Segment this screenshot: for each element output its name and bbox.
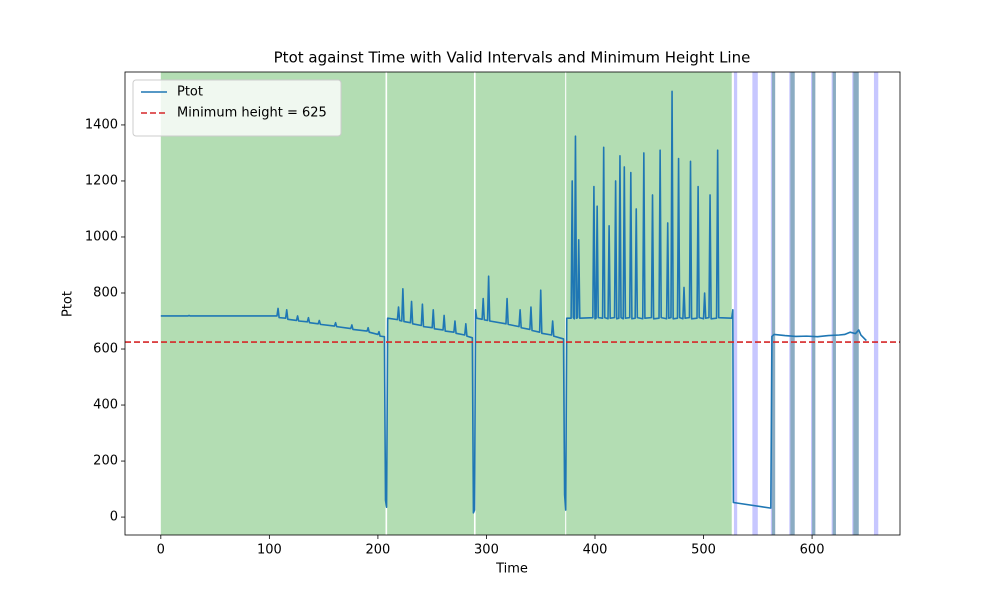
interval-span — [752, 72, 758, 535]
interval-span — [790, 72, 795, 535]
x-tick-label: 400 — [583, 543, 608, 558]
legend-box — [132, 79, 342, 137]
plot-area — [125, 72, 900, 535]
y-tick-label: 600 — [93, 342, 118, 357]
y-tick-label: 400 — [93, 398, 118, 413]
y-axis-label: Ptot — [61, 291, 76, 317]
x-tick-label: 200 — [365, 543, 390, 558]
interval-span — [387, 72, 474, 535]
x-tick-label: 300 — [474, 543, 499, 558]
x-axis-label: Time — [495, 562, 528, 577]
interval-span — [853, 72, 859, 535]
legend-label: Minimum height = 625 — [177, 106, 327, 121]
x-tick-label: 100 — [257, 543, 282, 558]
data-line — [160, 90, 867, 514]
interval-span — [812, 72, 816, 535]
interval-span — [770, 72, 776, 535]
y-tick-label: 1200 — [85, 173, 118, 188]
interval-span — [852, 72, 859, 535]
interval-span — [789, 72, 795, 535]
y-tick-label: 200 — [93, 454, 118, 469]
interval-span — [566, 72, 732, 535]
x-tick-label: 500 — [691, 543, 716, 558]
legend-label: Ptot — [177, 85, 203, 100]
chart-title: Ptot against Time with Valid Intervals a… — [274, 49, 751, 67]
interval-span — [831, 72, 836, 535]
x-tick-label: 0 — [157, 543, 165, 558]
interval-span — [733, 72, 738, 535]
y-tick-label: 0 — [110, 510, 118, 525]
interval-span — [475, 72, 566, 535]
interval-span — [832, 72, 836, 535]
interval-span — [771, 72, 776, 535]
y-tick-label: 1000 — [85, 229, 118, 244]
y-tick-label: 800 — [93, 285, 118, 300]
axes-frame — [124, 71, 901, 536]
interval-span — [160, 72, 386, 535]
interval-span — [810, 72, 816, 535]
interval-span — [873, 72, 879, 535]
x-tick-label: 600 — [800, 543, 825, 558]
y-tick-label: 1400 — [85, 117, 118, 132]
